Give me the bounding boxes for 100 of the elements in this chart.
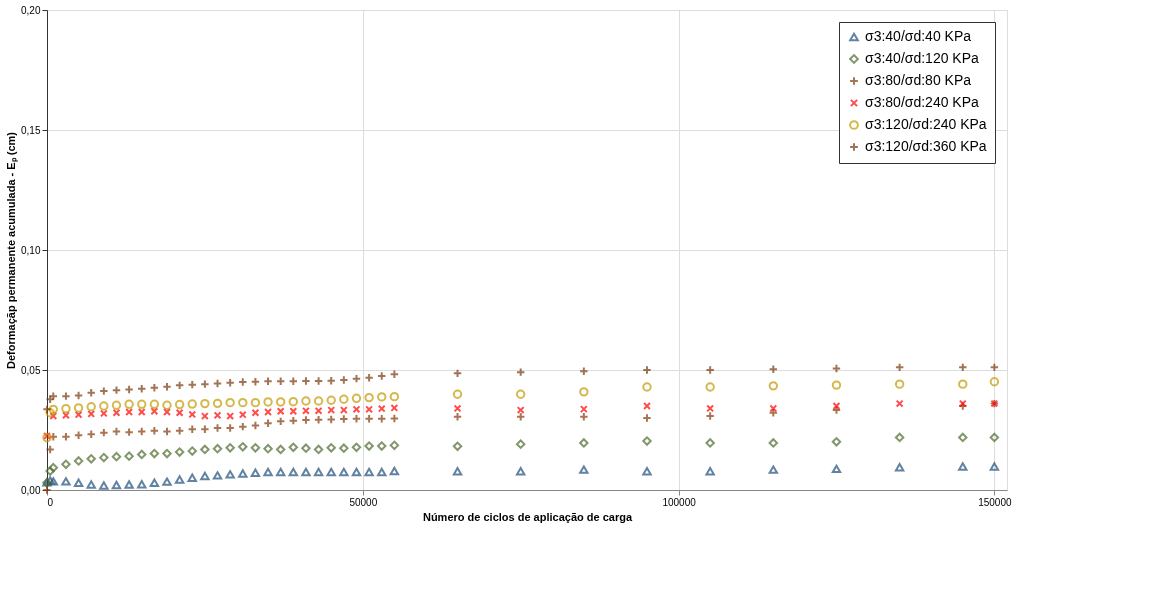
point: [768, 381, 779, 391]
point: [326, 443, 336, 453]
point: [352, 405, 361, 414]
point: [162, 400, 172, 410]
point: [894, 432, 905, 443]
point: [149, 448, 160, 459]
point: [958, 462, 968, 471]
point: [642, 365, 652, 375]
point: [137, 408, 146, 416]
point: [313, 467, 324, 477]
point: [705, 365, 715, 375]
point: [705, 467, 715, 476]
point: [225, 470, 235, 479]
point: [831, 380, 842, 390]
point: [288, 442, 299, 452]
point: [225, 397, 235, 408]
point: [326, 395, 336, 405]
point: [99, 481, 109, 490]
point: [226, 412, 235, 421]
point: [238, 469, 248, 478]
point: [174, 475, 185, 484]
point: [275, 467, 286, 477]
point: [200, 398, 210, 409]
point: [339, 394, 349, 404]
point: [389, 391, 400, 402]
point: [579, 412, 589, 422]
point: [642, 436, 652, 446]
y-tick-label: 0,00: [21, 484, 41, 496]
point: [894, 379, 905, 389]
y-tick-label: 0,05: [21, 364, 41, 376]
legend-label: σ3:40/σd:40 KPa: [865, 28, 972, 44]
point: [250, 468, 261, 477]
point: [339, 443, 349, 453]
point: [301, 443, 311, 453]
point: [61, 477, 71, 486]
point: [263, 444, 273, 454]
point: [99, 409, 108, 418]
point: [705, 411, 715, 421]
point: [377, 404, 386, 413]
point: [389, 440, 400, 451]
point: [389, 466, 400, 476]
point: [250, 443, 261, 453]
point: [225, 443, 235, 453]
point: [351, 393, 362, 404]
legend-label: σ3:120/σd:360 KPa: [865, 138, 987, 154]
point: [124, 451, 134, 461]
y-tick-label: 0,10: [21, 244, 41, 256]
point: [73, 403, 84, 413]
point: [377, 467, 387, 477]
point: [364, 392, 374, 403]
point: [769, 404, 778, 413]
point: [516, 406, 525, 415]
point: [301, 396, 311, 406]
point: [250, 397, 261, 408]
point: [377, 441, 387, 451]
point: [73, 456, 84, 466]
point: [137, 449, 147, 460]
point: [327, 406, 336, 415]
point: [212, 471, 223, 480]
point: [313, 444, 324, 455]
point: [162, 477, 172, 486]
point: [174, 399, 185, 410]
point: [212, 398, 223, 409]
point: [125, 408, 134, 416]
point: [175, 408, 184, 417]
point: [579, 366, 589, 376]
point: [301, 376, 311, 386]
point: [86, 402, 96, 412]
y-axis-title: Deformaçãp permanente acumulada - Eₚ (cm): [5, 131, 19, 369]
point: [238, 442, 248, 452]
point: [212, 444, 223, 454]
point: [187, 399, 197, 409]
point: [705, 382, 715, 392]
point: [452, 467, 463, 476]
point: [200, 379, 210, 389]
point: [642, 413, 652, 423]
point: [187, 473, 197, 482]
legend-label: σ3:80/σd:80 KPa: [865, 72, 972, 88]
point: [48, 462, 59, 473]
point: [263, 467, 273, 477]
point: [958, 432, 968, 443]
point: [275, 397, 286, 407]
point: [768, 438, 779, 448]
point: [111, 480, 122, 490]
point: [187, 446, 197, 456]
point: [73, 478, 84, 488]
point: [351, 467, 362, 477]
point: [137, 480, 147, 489]
x-tick-label: 100000: [662, 496, 697, 508]
point: [200, 444, 210, 455]
point: [124, 399, 134, 410]
point: [452, 441, 463, 452]
y-tick-label: 0,15: [21, 124, 41, 136]
point: [515, 467, 526, 476]
point: [45, 466, 55, 476]
point: [238, 397, 248, 408]
x-axis-title: Número de ciclos de aplicação de carga: [422, 510, 633, 523]
point: [364, 441, 374, 451]
point: [86, 454, 96, 464]
point: [87, 409, 96, 418]
